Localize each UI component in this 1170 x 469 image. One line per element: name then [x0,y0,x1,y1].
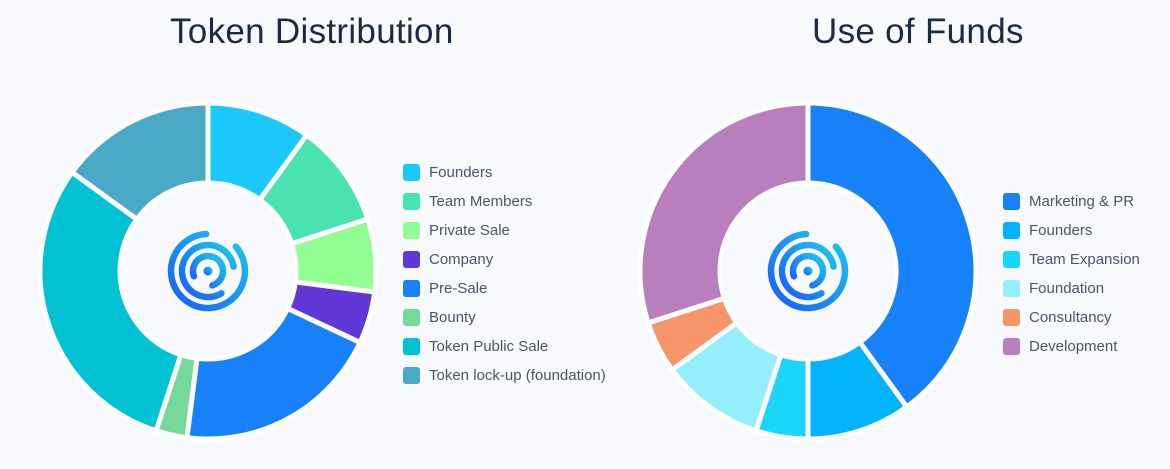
legend-label: Team Members [429,193,533,210]
legend-label: Founders [429,164,493,181]
legend-swatch [403,367,420,384]
legend-swatch [403,338,420,355]
chart-title: Token Distribution [170,12,454,51]
legend-item[interactable]: Marketing & PR [1003,187,1140,216]
legend-label: Bounty [429,309,476,326]
legend-label: Marketing & PR [1029,193,1135,210]
legend-item[interactable]: Pre-Sale [403,274,606,303]
slice-development[interactable] [637,100,811,326]
legend-item[interactable]: Team Expansion [1003,245,1140,274]
logo-ring [178,241,237,301]
slice-token-lock-up-foundation[interactable] [69,100,211,222]
logo-ring [778,241,837,301]
use-of-funds-chart: Use of Funds Marketing & PR Founders Team … [600,0,1170,469]
logo-center [203,266,213,276]
legend: Founders Team Members Private Sale Company P… [403,158,606,390]
chart-title: Use of Funds [812,12,1024,51]
legend-swatch [1003,280,1020,297]
logo-ring [767,230,849,312]
legend-swatch [1003,193,1020,210]
slice-pre-sale[interactable] [184,305,363,442]
legend-swatch [403,193,420,210]
legend-label: Team Expansion [1029,251,1140,268]
legend-swatch [1003,222,1020,239]
legend-item[interactable]: Consultancy [1003,303,1140,332]
logo-center [803,266,813,276]
legend-swatch [403,280,420,297]
legend-item[interactable]: Token Public Sale [403,332,606,361]
logo-ring [789,252,827,289]
legend-item[interactable]: Token lock-up (foundation) [403,361,606,390]
legend-swatch [403,251,420,268]
legend-swatch [1003,251,1020,268]
swirl-logo-icon [767,230,849,312]
legend-item[interactable]: Company [403,245,606,274]
legend-item[interactable]: Bounty [403,303,606,332]
logo-ring [167,230,249,312]
legend-label: Private Sale [429,222,510,239]
slice-marketing-pr[interactable] [805,100,979,410]
legend-swatch [403,222,420,239]
legend-label: Consultancy [1029,309,1112,326]
swirl-logo-icon [167,230,249,312]
legend-label: Token lock-up (foundation) [429,367,606,384]
slice-token-public-sale[interactable] [37,169,184,434]
legend-label: Development [1029,338,1118,355]
logo-ring [189,252,227,289]
legend-label: Pre-Sale [429,280,488,297]
legend-item[interactable]: Founders [403,158,606,187]
legend-item[interactable]: Founders [1003,216,1140,245]
legend-swatch [403,164,420,181]
token-distribution-chart: Token Distribution Founders Team Members P… [37,12,606,442]
legend-label: Company [429,251,494,268]
legend: Marketing & PR Founders Team Expansion Foun… [1003,187,1140,361]
legend-swatch [1003,309,1020,326]
legend-label: Token Public Sale [429,338,549,355]
legend-item[interactable]: Private Sale [403,216,606,245]
use-of-funds-donut [637,100,979,442]
legend-item[interactable]: Team Members [403,187,606,216]
legend-swatch [403,309,420,326]
legend-item[interactable]: Foundation [1003,274,1140,303]
legend-item[interactable]: Development [1003,332,1140,361]
legend-label: Foundation [1029,280,1105,297]
legend-swatch [1003,338,1020,355]
token-distribution-donut [37,100,376,442]
legend-label: Founders [1029,222,1093,239]
